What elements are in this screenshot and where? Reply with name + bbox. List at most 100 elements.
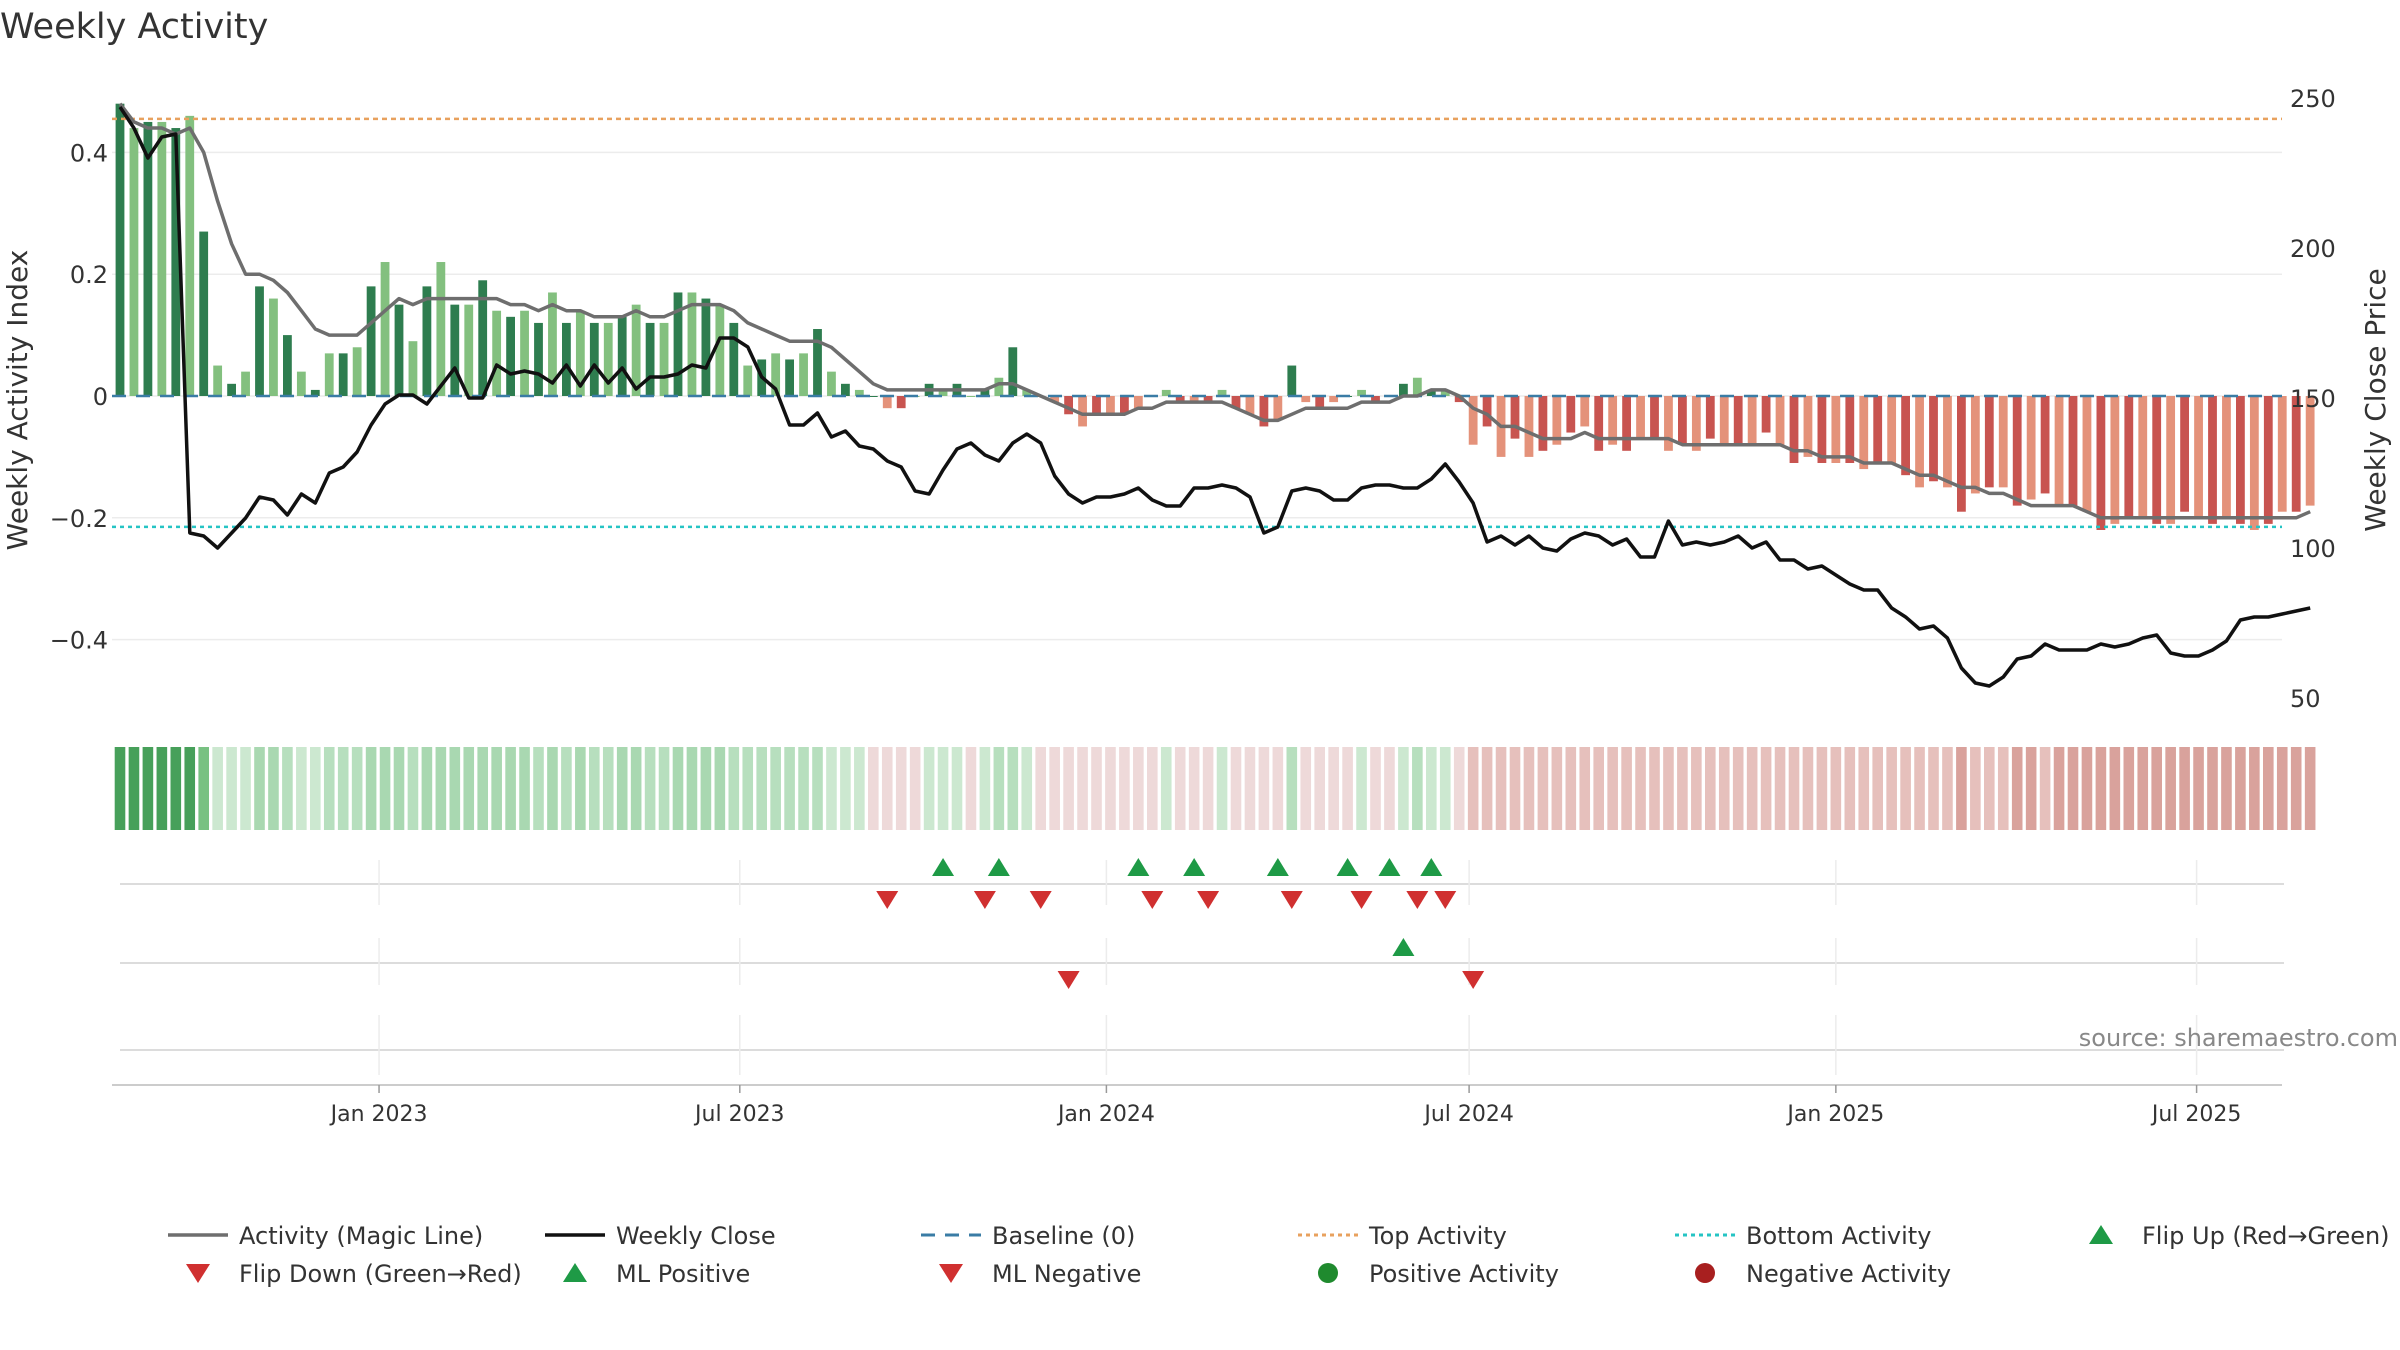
strip-cell	[1314, 747, 1325, 830]
strip-cell	[1412, 747, 1423, 830]
strip-cell	[2081, 747, 2093, 830]
activity-bar	[1929, 396, 1938, 482]
activity-bar	[1231, 396, 1241, 409]
strip-cell	[1663, 747, 1674, 830]
strip-cell	[1621, 747, 1632, 830]
flip-up-marker	[1266, 858, 1289, 876]
ml-negative-marker	[1462, 971, 1485, 989]
strip-cell	[1147, 747, 1158, 830]
strip-cell	[1802, 747, 1814, 830]
strip-cell	[533, 747, 544, 830]
strip-cell	[114, 747, 126, 830]
strip-cell	[798, 747, 809, 830]
activity-color-strip	[114, 747, 2316, 830]
activity-bar	[1538, 396, 1548, 451]
strip-cell	[1426, 747, 1437, 830]
strip-cell	[1077, 747, 1088, 830]
strip-cell	[812, 747, 823, 830]
flip-down-marker	[973, 891, 996, 909]
strip-cell	[170, 747, 182, 830]
strip-cell	[1900, 747, 1911, 830]
flip-up-marker	[1420, 858, 1443, 876]
activity-bar	[283, 335, 292, 396]
activity-bar	[1747, 396, 1757, 445]
strip-cell	[1202, 747, 1214, 830]
strip-cell	[1328, 747, 1339, 830]
flip-up-marker	[1378, 858, 1401, 876]
strip-cell	[1035, 747, 1046, 830]
activity-bar	[896, 396, 906, 409]
strip-cell	[393, 747, 405, 830]
activity-bar	[715, 304, 725, 396]
activity-bar	[1273, 396, 1283, 421]
strip-cell	[2053, 747, 2065, 830]
strip-cell	[2039, 747, 2051, 830]
activity-bar	[938, 389, 948, 396]
activity-bar	[366, 286, 376, 396]
activity-bar	[506, 316, 515, 396]
activity-bar	[1203, 396, 1213, 403]
activity-bar	[1901, 396, 1910, 476]
weekly-close-line	[118, 106, 2311, 688]
legend-label: Baseline (0)	[992, 1222, 1135, 1250]
activity-bar	[2040, 396, 2050, 494]
activity-bar	[799, 353, 808, 396]
activity-bar	[827, 371, 836, 396]
activity-bar	[2277, 396, 2287, 512]
activity-bar	[2124, 396, 2134, 518]
strip-cell	[1188, 747, 1200, 830]
source-credit: source: sharemaestro.com	[2079, 1024, 2398, 1052]
activity-bar	[1468, 396, 1478, 445]
flip-down-marker	[1029, 891, 1052, 909]
activity-bar	[1008, 347, 1018, 396]
strip-cell	[1495, 747, 1507, 830]
strip-cell	[1537, 747, 1549, 830]
strip-cell	[1928, 747, 1939, 830]
activity-bar	[2208, 396, 2217, 524]
strip-cell	[1551, 747, 1563, 830]
activity-bar	[2054, 396, 2064, 506]
activity-bar	[2082, 396, 2092, 512]
activity-bar	[185, 115, 195, 397]
activity-bar	[1259, 396, 1269, 427]
activity-bar	[2138, 396, 2148, 518]
activity-bar	[589, 322, 599, 396]
activity-bar	[1887, 396, 1897, 463]
activity-bar	[1524, 396, 1534, 457]
strip-cell	[1844, 747, 1856, 830]
activity-bar	[1022, 389, 1032, 396]
activity-bar	[1845, 396, 1855, 463]
activity-bar	[1175, 396, 1185, 403]
activity-bar	[2263, 396, 2273, 524]
strip-cell	[365, 747, 377, 830]
activity-bar	[1078, 396, 1087, 427]
activity-bar	[1399, 383, 1408, 396]
strip-cell	[1133, 747, 1144, 830]
activity-bar	[213, 365, 223, 396]
strip-cell	[1997, 747, 2009, 830]
strip-cell	[1370, 747, 1381, 830]
strip-cell	[589, 747, 600, 830]
activity-bar	[2236, 396, 2245, 524]
strip-cell	[2249, 747, 2260, 830]
price-and-magic-lines	[118, 102, 2311, 688]
legend-label: Flip Down (Green→Red)	[239, 1260, 522, 1288]
activity-bar	[1650, 396, 1659, 439]
strip-cell	[128, 747, 140, 830]
activity-bar	[2180, 396, 2189, 512]
activity-bar	[1984, 396, 1994, 488]
strip-cell	[854, 747, 865, 830]
activity-bars	[115, 103, 2315, 530]
strip-cell	[2165, 747, 2176, 830]
strip-cell	[561, 747, 572, 830]
x-axis: Jan 2023 Jul 2023 Jan 2024 Jul 2024 Jan 2025…	[112, 1084, 2282, 1127]
activity-bar	[1733, 396, 1743, 445]
strip-cell	[1230, 747, 1242, 830]
strip-cell	[1049, 747, 1060, 830]
activity-bar	[1552, 396, 1562, 445]
activity-bar	[1064, 396, 1073, 415]
strip-cell	[2137, 747, 2149, 830]
strip-cell	[282, 747, 293, 830]
legend-label: Positive Activity	[1369, 1260, 1559, 1288]
strip-cell	[212, 747, 223, 830]
